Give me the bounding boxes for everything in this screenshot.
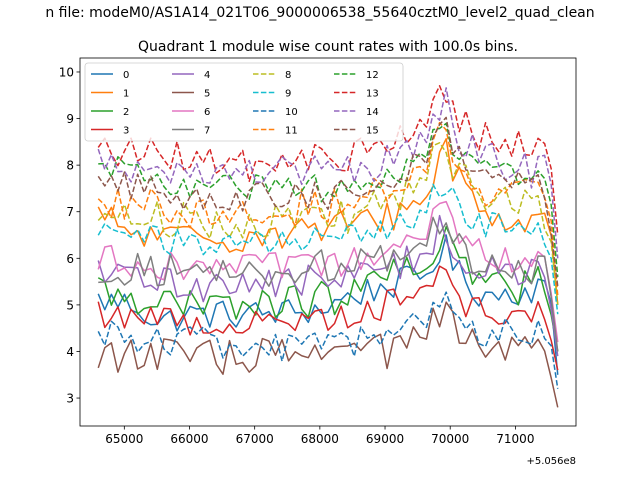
x-tick-label: 65000 [105, 432, 143, 446]
legend-box [84, 62, 404, 142]
legend-label-1: 1 [123, 89, 129, 100]
legend-label-4: 4 [204, 70, 210, 81]
legend-label-10: 10 [285, 107, 298, 118]
y-tick-label: 4 [66, 345, 74, 359]
legend-label-3: 3 [123, 126, 129, 137]
chart-title: Quadrant 1 module wise count rates with … [138, 39, 518, 55]
legend-label-8: 8 [285, 70, 291, 81]
x-tick-label: 67000 [236, 432, 274, 446]
y-tick-label: 7 [66, 205, 74, 219]
series-line-12 [98, 122, 559, 278]
y-tick-label: 5 [66, 298, 74, 312]
x-tick-label: 66000 [170, 432, 208, 446]
legend-label-0: 0 [123, 70, 129, 81]
series-line-6 [97, 200, 559, 343]
y-tick-label: 8 [66, 159, 74, 173]
series-line-3 [97, 265, 559, 371]
y-axis: 3 4 5 6 7 8 9 10 [59, 65, 80, 406]
x-tick-label: 68000 [301, 432, 339, 446]
legend-label-14: 14 [366, 107, 379, 118]
legend-label-15: 15 [366, 126, 379, 137]
y-tick-label: 6 [66, 252, 74, 266]
legend-label-11: 11 [285, 126, 298, 137]
legend-label-13: 13 [366, 89, 379, 100]
y-tick-label: 10 [59, 65, 74, 79]
x-tick-label: 70000 [431, 432, 469, 446]
x-tick-label: 71000 [496, 432, 534, 446]
legend-label-7: 7 [204, 126, 210, 137]
legend-label-12: 12 [366, 70, 379, 81]
series-line-11 [97, 121, 559, 296]
figure-suptitle: n file: modeM0/AS1A14_021T06_9000006538_… [45, 5, 594, 21]
series-line-0 [97, 234, 559, 375]
y-tick-label: 3 [66, 392, 74, 406]
series-line-4 [97, 214, 559, 357]
legend-label-2: 2 [123, 107, 129, 118]
series-line-10 [97, 291, 559, 389]
legend-label-5: 5 [204, 89, 210, 100]
x-axis: 65000 66000 67000 68000 69000 70000 71000 [105, 426, 534, 446]
legend-label-6: 6 [204, 107, 210, 118]
series-line-14 [97, 87, 559, 259]
series-line-8 [97, 142, 559, 305]
legend-label-9: 9 [285, 89, 291, 100]
series-layer [97, 85, 559, 408]
x-axis-offset-label: +5.056e8 [526, 456, 576, 467]
series-line-13 [97, 85, 559, 236]
x-tick-label: 69000 [366, 432, 404, 446]
series-line-15 [97, 116, 559, 287]
series-line-7 [98, 216, 559, 352]
plot-frame [79, 57, 577, 427]
series-line-9 [97, 183, 559, 315]
y-tick-label: 9 [66, 112, 74, 126]
